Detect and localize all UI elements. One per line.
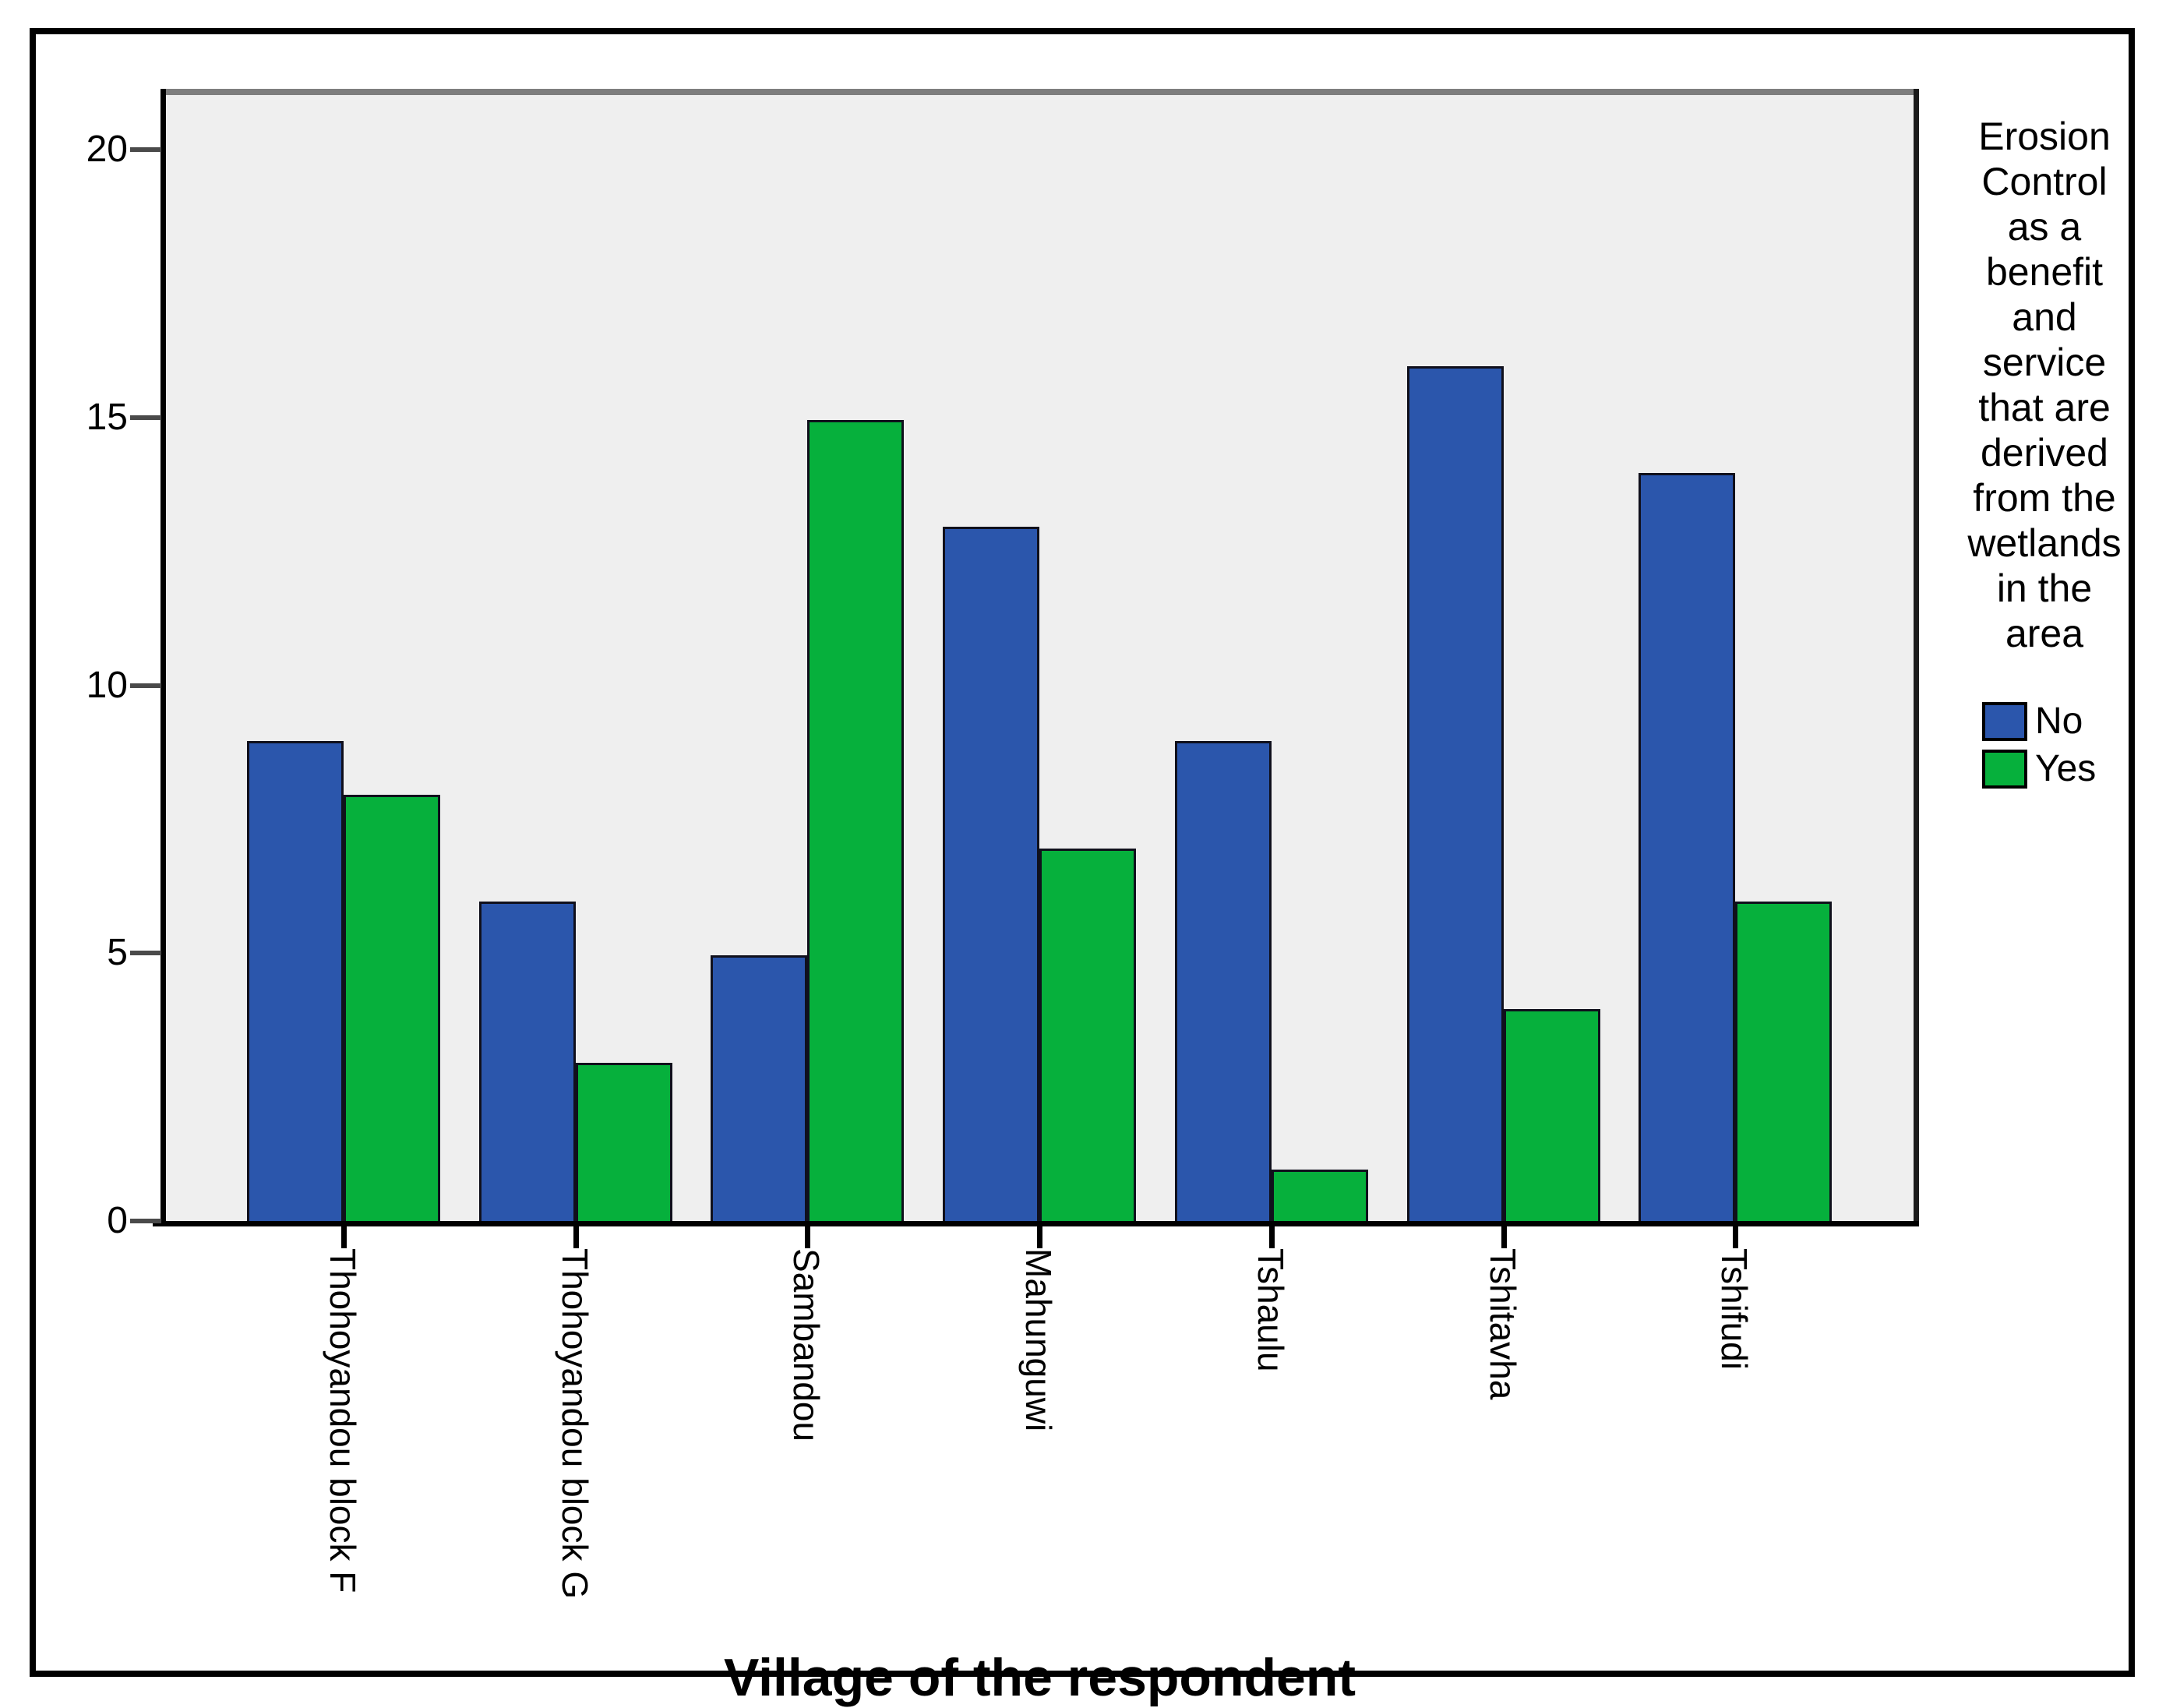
x-tick-tshifudi: [1733, 1225, 1738, 1248]
y-tick-label-0: 0: [107, 1200, 128, 1241]
bar-no-sambandou: [711, 955, 807, 1223]
bar-yes-thohoyandou-block-g: [576, 1063, 672, 1223]
bar-yes-thohoyandou-block-f: [344, 795, 440, 1223]
bar-no-tshaulu: [1175, 741, 1272, 1223]
y-tick-5: [130, 951, 161, 956]
bar-no-thohoyandou-block-f: [247, 741, 344, 1223]
legend-swatch-yes: [1982, 750, 2027, 789]
bar-no-thohoyandou-block-g: [479, 902, 576, 1223]
x-category-label-thohoyandou-block-g: Thohoyandou block G: [555, 1248, 595, 1600]
y-axis-line: [161, 89, 166, 1226]
bar-yes-tshitavha: [1504, 1009, 1600, 1223]
y-tick-10: [130, 683, 161, 688]
legend-label-no: No: [2035, 700, 2083, 742]
x-tick-sambandou: [805, 1225, 810, 1248]
x-tick-thohoyandou-block-g: [573, 1225, 579, 1248]
y-tick-label-15: 15: [86, 396, 128, 438]
y-tick-20: [130, 147, 161, 152]
plot-top-border: [161, 89, 1919, 95]
x-tick-thohoyandou-block-f: [341, 1225, 347, 1248]
x-axis-title: Village of the respondent: [723, 1648, 1356, 1707]
x-category-label-tshaulu: Tshaulu: [1251, 1248, 1291, 1372]
x-tick-mahunguwi: [1037, 1225, 1042, 1248]
legend-label-yes: Yes: [2035, 748, 2097, 789]
chart-outer-frame: 0 5 10 15 20 Thohoyandou block F Thohoyandou …: [30, 28, 2135, 1707]
x-category-label-sambandou: Sambandou: [786, 1248, 827, 1442]
y-tick-label-5: 5: [107, 932, 128, 974]
bar-yes-tshifudi: [1735, 902, 1832, 1223]
bar-no-tshitavha: [1407, 366, 1504, 1223]
x-axis-line: [153, 1221, 1919, 1226]
legend-swatch-no: [1982, 702, 2027, 741]
x-tick-tshitavha: [1501, 1225, 1507, 1248]
bar-no-mahunguwi: [943, 527, 1039, 1223]
bar-yes-tshaulu: [1272, 1170, 1368, 1223]
y-tick-15: [130, 415, 161, 420]
y-tick-0: [130, 1219, 161, 1223]
bar-no-tshifudi: [1639, 473, 1735, 1223]
plot-right-border: [1914, 89, 1919, 1226]
y-tick-label-20: 20: [86, 129, 128, 170]
legend-title: Erosion Control as a benefit and service…: [1967, 115, 2122, 655]
y-tick-label-10: 10: [86, 664, 128, 706]
x-category-label-mahunguwi: Mahunguwi: [1018, 1248, 1059, 1432]
x-category-label-tshitavha: Tshitavha: [1483, 1248, 1523, 1400]
x-category-label-thohoyandou-block-f: Thohoyandou block F: [323, 1248, 363, 1593]
bar-yes-mahunguwi: [1039, 849, 1136, 1223]
plot-area: [166, 95, 1914, 1223]
bar-yes-sambandou: [807, 420, 904, 1223]
legend: Erosion Control as a benefit and service…: [1920, 34, 2171, 1671]
x-tick-tshaulu: [1269, 1225, 1275, 1248]
x-category-label-tshifudi: Tshifudi: [1714, 1248, 1755, 1370]
